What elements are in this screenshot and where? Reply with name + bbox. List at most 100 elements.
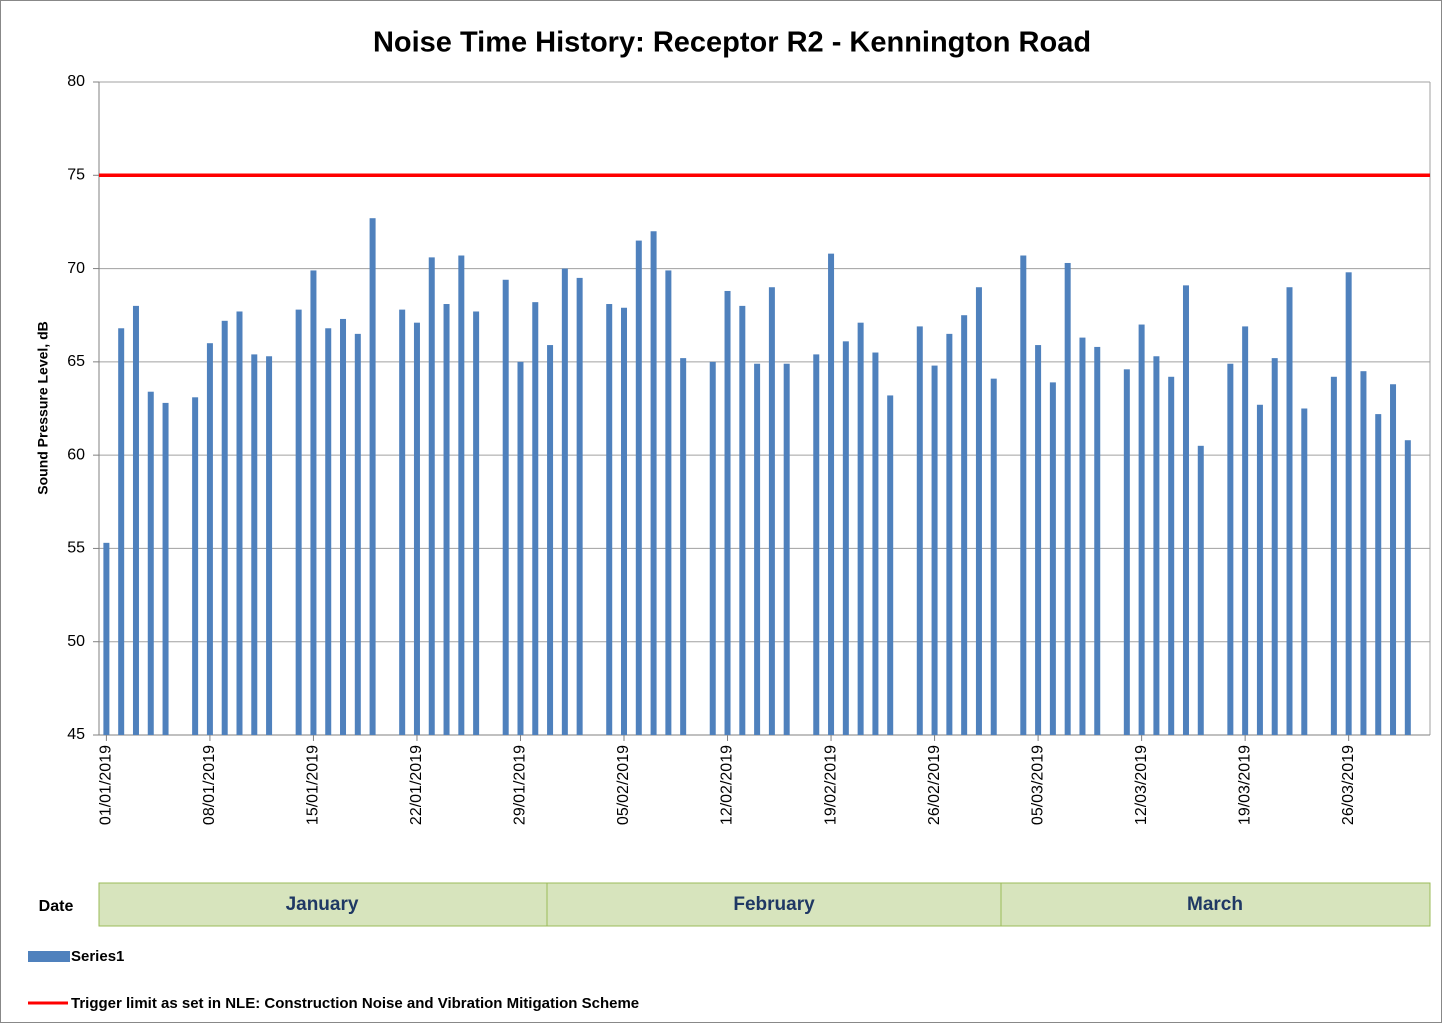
x-tick-label: 29/01/2019: [512, 745, 529, 825]
y-tick-label: 75: [67, 167, 85, 184]
bar: [132, 305, 139, 735]
bar: [1079, 337, 1086, 735]
bar: [1301, 408, 1308, 735]
bar: [724, 290, 731, 735]
bar: [975, 287, 982, 735]
bar: [783, 363, 790, 735]
bar: [680, 358, 687, 735]
bar: [961, 315, 968, 735]
bar: [310, 270, 317, 735]
legend-swatch: [28, 951, 70, 962]
bar: [606, 304, 613, 735]
month-band: [98, 882, 548, 927]
bar: [665, 270, 672, 735]
bar: [1330, 376, 1337, 735]
bar: [473, 311, 480, 735]
x-tick-label: 15/01/2019: [305, 745, 322, 825]
bar: [251, 354, 258, 735]
bar: [1286, 287, 1293, 735]
bar: [1168, 376, 1175, 735]
bar: [635, 240, 642, 736]
bar: [561, 268, 568, 735]
bar: [1182, 285, 1189, 735]
bar: [147, 391, 154, 735]
bar: [458, 255, 465, 736]
bar: [1256, 404, 1263, 735]
bar: [517, 361, 524, 735]
bar: [576, 277, 583, 735]
legend-label: Trigger limit as set in NLE: Constructio…: [71, 995, 639, 1012]
y-tick-label: 55: [67, 540, 85, 557]
bar: [1094, 346, 1101, 735]
bar: [532, 302, 539, 735]
y-tick-label: 70: [67, 260, 85, 277]
bar: [428, 257, 435, 735]
x-axis-label: Date: [39, 898, 74, 915]
bar: [813, 354, 820, 735]
bar: [621, 307, 628, 735]
y-tick-label: 50: [67, 633, 85, 650]
x-tick-label: 19/03/2019: [1236, 745, 1253, 825]
bar: [990, 378, 997, 735]
bar: [916, 326, 923, 735]
x-tick-label: 01/01/2019: [98, 745, 115, 825]
bar: [754, 363, 761, 735]
y-tick-label: 45: [67, 726, 85, 743]
month-label: March: [1187, 894, 1243, 915]
bar: [1360, 371, 1367, 735]
x-tick-label: 12/02/2019: [719, 745, 736, 825]
x-tick-label: 12/03/2019: [1133, 745, 1150, 825]
y-tick-label: 80: [67, 73, 85, 90]
bar: [547, 345, 554, 735]
bar: [931, 365, 938, 735]
bar: [266, 356, 273, 735]
x-tick-label: 05/03/2019: [1029, 745, 1046, 825]
month-band: [1000, 882, 1431, 927]
bar: [1345, 272, 1352, 735]
x-tick-label: 22/01/2019: [408, 745, 425, 825]
bar: [1035, 345, 1042, 735]
bar: [399, 309, 406, 735]
bar: [354, 333, 361, 735]
bar: [118, 328, 125, 735]
bar: [162, 402, 169, 735]
bar: [221, 320, 228, 735]
bar: [842, 341, 849, 735]
legend-label: Series1: [71, 948, 124, 965]
bar: [206, 343, 213, 735]
bar: [413, 322, 420, 735]
bar: [236, 311, 243, 735]
bar: [502, 279, 509, 735]
bar: [443, 304, 450, 735]
bar: [1138, 324, 1145, 735]
bar: [192, 397, 199, 735]
y-tick-label: 60: [67, 446, 85, 463]
bar: [369, 218, 376, 735]
bar: [768, 287, 775, 735]
bar: [739, 305, 746, 735]
bar: [872, 352, 879, 735]
bar: [1197, 445, 1204, 735]
bar: [1049, 382, 1056, 735]
bar: [1020, 255, 1027, 736]
x-tick-label: 05/02/2019: [615, 745, 632, 825]
bar: [709, 361, 716, 735]
y-tick-label: 65: [67, 353, 85, 370]
month-label: February: [733, 894, 815, 915]
x-tick-label: 26/03/2019: [1340, 745, 1357, 825]
bar: [103, 542, 110, 735]
x-tick-label: 26/02/2019: [926, 745, 943, 825]
bar: [1064, 262, 1071, 735]
chart-title: Noise Time History: Receptor R2 - Kennin…: [373, 27, 1091, 59]
bar: [1404, 440, 1411, 735]
bar: [295, 309, 302, 735]
bar: [1271, 358, 1278, 735]
bar: [1390, 384, 1397, 735]
month-label: January: [286, 894, 359, 915]
bar: [887, 395, 894, 735]
bar: [340, 318, 347, 735]
y-axis-label: Sound Pressure Level, dB: [35, 321, 51, 495]
bar: [946, 333, 953, 735]
